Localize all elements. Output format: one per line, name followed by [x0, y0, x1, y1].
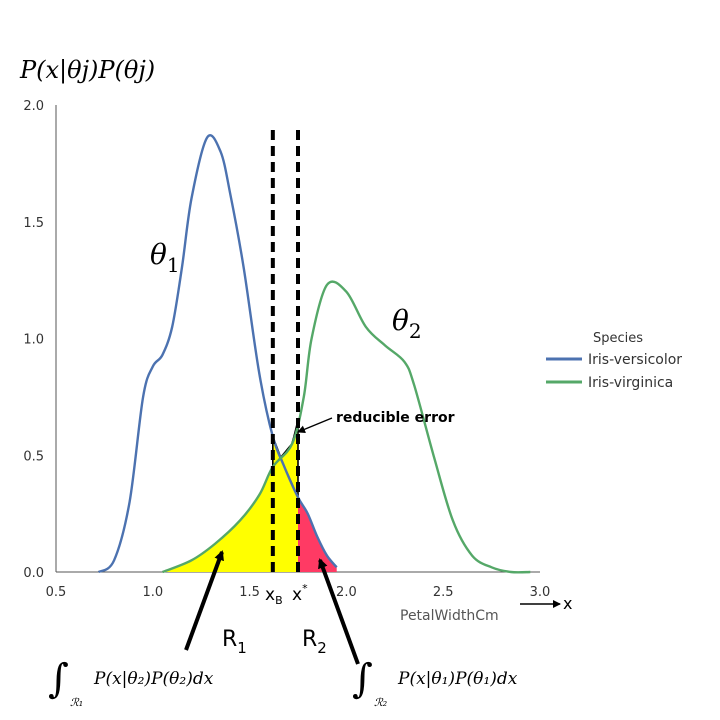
x-arrow-label: x — [563, 594, 572, 613]
xb-label: xB — [265, 585, 283, 607]
series-group — [97, 134, 531, 574]
x-tick-label: 3.0 — [530, 585, 551, 600]
legend-entry-virginica: Iris-virginica — [588, 375, 673, 391]
svg-text:ℛ₂: ℛ₂ — [374, 696, 387, 709]
reducible-error-label: reducible error — [336, 410, 455, 426]
r1-label: R1 — [222, 627, 247, 657]
legend: Species Iris-versicolor Iris-virginica — [546, 331, 682, 391]
x-axis-label: PetalWidthCm — [400, 608, 499, 624]
svg-text:∫: ∫ — [48, 656, 69, 702]
xstar-label: x* — [292, 582, 308, 605]
r2-label: R2 — [302, 627, 327, 657]
integral-1: ∫ ℛ₁ P(x|θ₂)P(θ₂)dx — [48, 656, 214, 709]
reducible-error-arrow — [297, 417, 333, 434]
legend-title: Species — [593, 331, 643, 346]
x-tick-label: 1.5 — [239, 585, 260, 600]
threshold-lines — [270, 130, 300, 572]
y-tick-label: 1.5 — [23, 216, 44, 231]
svg-text:∫: ∫ — [352, 656, 373, 702]
x-tick-label: 2.0 — [336, 585, 357, 600]
y-tick-label: 2.0 — [23, 99, 44, 114]
theta1-label: θ1 — [150, 238, 180, 277]
svg-text:ℛ₁: ℛ₁ — [70, 696, 83, 709]
y-axis-label: P(x|θj)P(θj) — [19, 56, 155, 85]
legend-entry-versicolor: Iris-versicolor — [588, 352, 682, 368]
x-tick-label: 0.5 — [46, 585, 67, 600]
region-r1-area — [162, 420, 298, 572]
theta2-label: θ2 — [392, 304, 422, 343]
x-tick-label: 2.5 — [433, 585, 454, 600]
x-tick-label: 1.0 — [142, 585, 163, 600]
r2-arrow — [318, 558, 360, 665]
r1-arrow — [184, 550, 224, 651]
integral-2: ∫ ℛ₂ P(x|θ₁)P(θ₁)dx — [352, 656, 518, 709]
svg-text:P(x|θ₁)P(θ₁)dx: P(x|θ₁)P(θ₁)dx — [397, 669, 518, 689]
series-line-virginica — [162, 280, 531, 574]
y-tick-label: 0.0 — [23, 566, 44, 581]
y-tick-label: 1.0 — [23, 333, 44, 348]
ticks: 0.5 1.0 1.5 2.0 2.5 3.00.00.51.01.52.0 — [23, 99, 550, 600]
series-line-versicolor — [97, 134, 338, 574]
y-tick-label: 0.5 — [23, 449, 44, 464]
svg-text:P(x|θ₂)P(θ₂)dx: P(x|θ₂)P(θ₂)dx — [93, 669, 214, 689]
